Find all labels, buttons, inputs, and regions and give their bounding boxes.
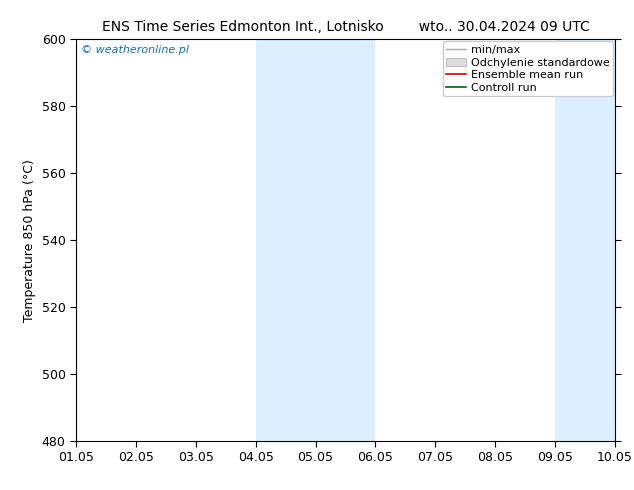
Y-axis label: Temperature 850 hPa (°C): Temperature 850 hPa (°C) [23, 159, 36, 321]
Text: © weatheronline.pl: © weatheronline.pl [81, 45, 190, 55]
Bar [615, 39, 634, 441]
Bar [555, 39, 615, 441]
Title: ENS Time Series Edmonton Int., Lotnisko        wto.. 30.04.2024 09 UTC: ENS Time Series Edmonton Int., Lotnisko … [101, 20, 590, 34]
Bar [256, 39, 316, 441]
Bar [316, 39, 375, 441]
Legend: min/max, Odchylenie standardowe, Ensemble mean run, Controll run: min/max, Odchylenie standardowe, Ensembl… [443, 42, 612, 97]
